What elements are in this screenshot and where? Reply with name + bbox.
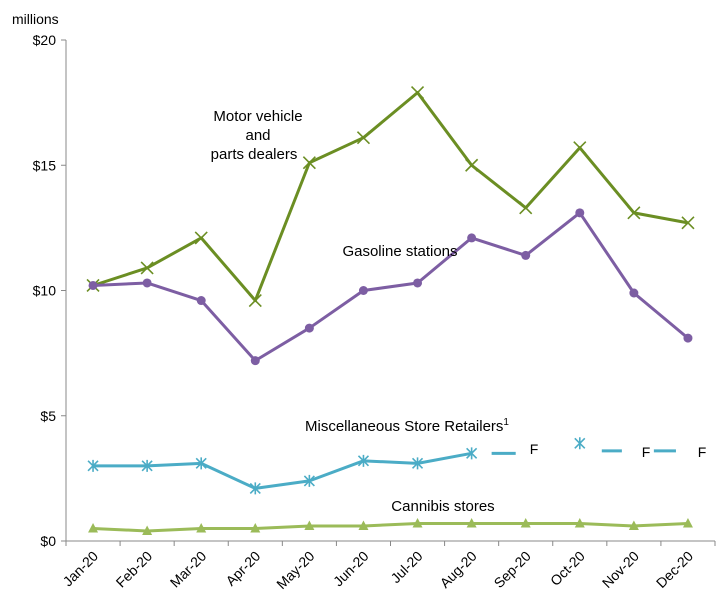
data-point	[194, 231, 208, 245]
data-point	[682, 517, 693, 528]
series-line	[92, 211, 689, 363]
series-line	[93, 451, 472, 490]
data-point	[142, 278, 152, 288]
data-point	[357, 454, 370, 467]
data-point	[140, 261, 154, 275]
series-label-cannibis: Cannibis stores	[391, 498, 494, 515]
x-tick-label: Feb-20	[113, 548, 156, 591]
data-point	[196, 296, 206, 306]
x-axis: Jan-20 Feb-20 Mar-20 Apr-20 May-20 Jun-20 Jul-…	[60, 540, 716, 592]
series-line	[92, 521, 689, 533]
x-tick-label: Dec-20	[653, 548, 696, 591]
flag-label-sep: F	[530, 441, 539, 457]
data-point	[412, 517, 423, 528]
data-point	[303, 474, 315, 487]
data-point	[574, 517, 585, 528]
data-point	[87, 459, 99, 472]
data-point	[681, 216, 695, 230]
x-tick-label: Mar-20	[167, 548, 210, 591]
y-tick-label: $20	[33, 32, 57, 48]
data-point	[627, 206, 641, 220]
data-point	[88, 522, 99, 533]
data-point	[466, 447, 478, 460]
data-point	[467, 233, 477, 243]
x-tick-label: May-20	[273, 548, 317, 592]
data-point	[466, 517, 477, 528]
y-tick-label: $5	[40, 408, 56, 424]
series-label-misc-retailers: Miscellaneous Store Retailers1	[305, 417, 509, 435]
data-point	[196, 522, 207, 533]
x-tick-label: Sep-20	[491, 548, 534, 591]
data-point	[302, 156, 316, 170]
data-point	[358, 520, 369, 530]
data-point	[358, 286, 368, 295]
data-point	[521, 250, 531, 260]
data-point	[520, 517, 531, 528]
x-tick-label: Jan-20	[60, 548, 102, 590]
x-tick-label: Nov-20	[599, 548, 642, 591]
data-point	[629, 288, 639, 298]
data-point	[683, 333, 693, 343]
series-3	[88, 517, 693, 535]
series-1	[88, 208, 693, 366]
series-label-misc-retailers-text: Miscellaneous Store Retailers	[305, 418, 503, 435]
y-units-label: millions	[12, 11, 59, 27]
data-point	[465, 158, 479, 172]
data-point	[575, 208, 585, 218]
x-tick-label: Jun-20	[330, 548, 372, 590]
data-point	[410, 86, 425, 100]
y-tick-label: $15	[33, 157, 57, 173]
data-point	[574, 437, 586, 450]
series-label-motor-vehicle-line-1: Motor vehicle	[213, 108, 302, 125]
x-tick-label: Jul-20	[387, 548, 425, 586]
series-0	[86, 86, 695, 308]
data-point	[356, 131, 371, 145]
data-point	[250, 522, 261, 533]
y-axis: $0 $5 $10 $15 $20	[33, 32, 67, 549]
series-label-misc-retailers-footnote: 1	[503, 417, 509, 428]
x-tick-label: Apr-20	[222, 548, 263, 589]
series-label-gasoline: Gasoline stations	[342, 243, 457, 260]
data-point	[195, 457, 207, 470]
y-tick-label: $0	[40, 533, 56, 549]
data-point	[142, 525, 153, 535]
data-point	[249, 482, 261, 495]
data-point	[628, 520, 639, 530]
data-point	[141, 459, 153, 472]
data-point	[250, 356, 260, 366]
data-point	[411, 457, 424, 470]
data-point	[573, 141, 587, 155]
x-tick-label: Oct-20	[547, 548, 588, 589]
series-label-motor-vehicle-line-2: and	[245, 127, 270, 144]
series-label-motor-vehicle-line-3: parts dealers	[211, 146, 298, 163]
series-2	[87, 437, 586, 495]
y-tick-label: $10	[33, 283, 57, 299]
x-tick-label: Aug-20	[437, 548, 480, 591]
data-point	[413, 278, 423, 288]
data-point	[248, 293, 262, 308]
data-point	[304, 323, 314, 333]
flag-label-nov: F	[642, 444, 651, 460]
series-line	[92, 91, 689, 303]
data-point	[304, 520, 315, 530]
data-point	[519, 201, 533, 215]
data-point	[88, 280, 98, 290]
flag-label-dec: F	[698, 444, 707, 460]
